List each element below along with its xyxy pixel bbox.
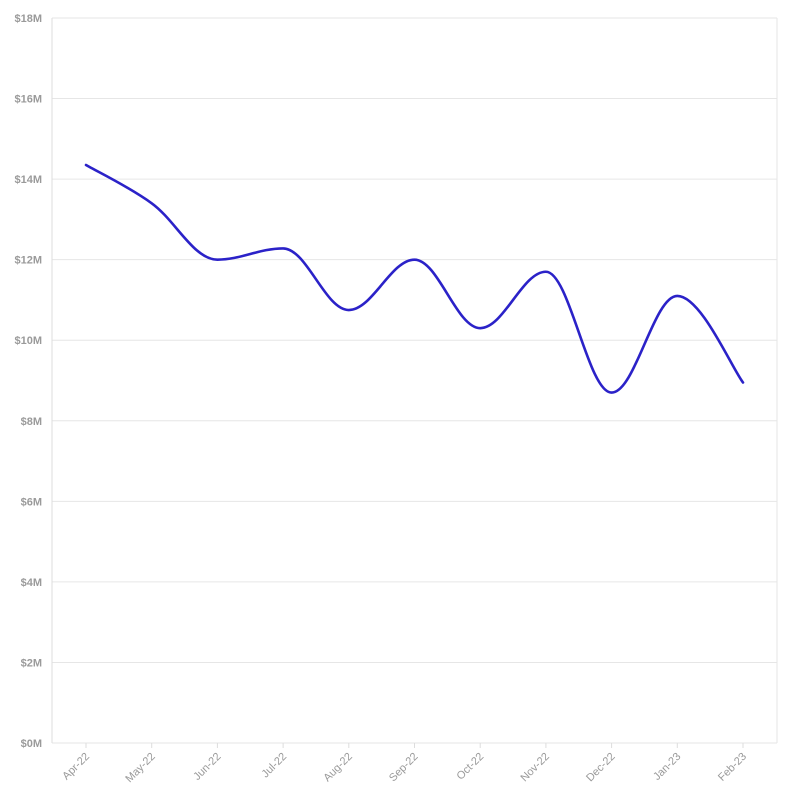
y-tick-label: $2M	[21, 657, 42, 669]
y-tick-label: $6M	[21, 496, 42, 508]
x-tick-label: May-22	[123, 751, 157, 785]
x-tick-label: Jul-22	[260, 751, 290, 781]
y-tick-label: $8M	[21, 416, 42, 428]
x-tick-label: Dec-22	[584, 751, 618, 785]
y-tick-label: $4M	[21, 577, 42, 589]
series-layer	[84, 163, 745, 394]
x-tick-label: Jun-22	[191, 751, 223, 783]
y-tick-label: $10M	[14, 335, 42, 347]
x-tick-label: Sep-22	[387, 751, 421, 785]
x-tick-label: Jan-23	[651, 751, 683, 783]
axis-layer	[51, 18, 778, 748]
x-tick-label: Nov-22	[518, 751, 552, 785]
x-tick-label: Aug-22	[321, 751, 355, 785]
x-tick-label: Feb-23	[716, 751, 749, 784]
y-tick-label: $12M	[14, 255, 42, 267]
y-tick-label: $16M	[14, 94, 42, 106]
x-tick-label: Apr-22	[60, 751, 92, 783]
y-tick-labels: $0M $2M $4M $6M $8M $10M $12M $14M $16M $18M	[14, 13, 42, 750]
y-tick-label: $14M	[14, 174, 42, 186]
grid-layer	[52, 17, 777, 744]
x-tick-labels: Apr-22 May-22 Jun-22 Jul-22 Aug-22 Sep-22 Oct-…	[60, 751, 749, 785]
x-tick-label: Oct-22	[454, 751, 486, 783]
y-tick-label: $0M	[21, 738, 42, 750]
y-tick-label: $18M	[14, 13, 42, 25]
series-line	[84, 163, 745, 394]
